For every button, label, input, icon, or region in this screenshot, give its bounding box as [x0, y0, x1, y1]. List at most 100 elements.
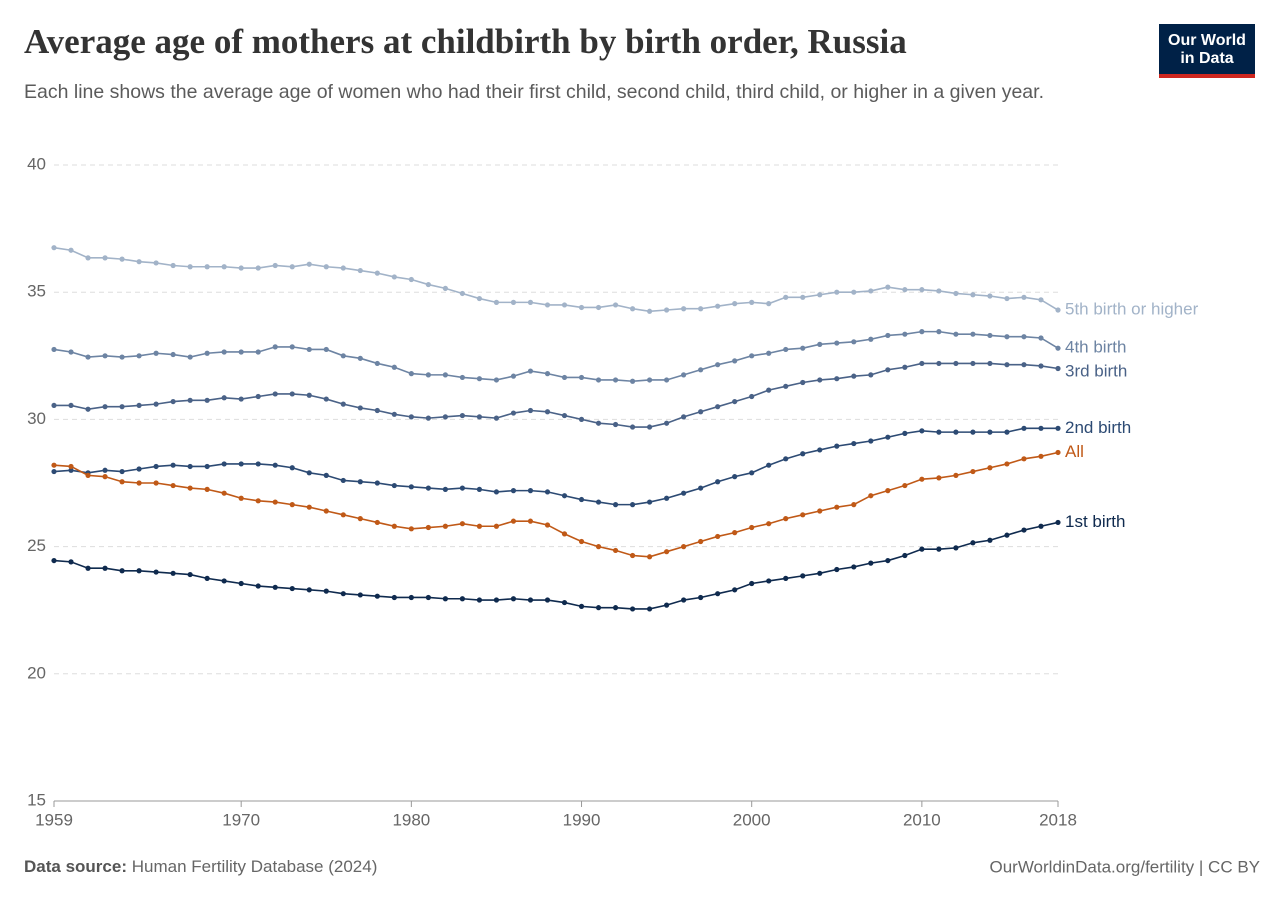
- legend-label: 5th birth or higher: [1065, 299, 1199, 318]
- data-point: [578, 304, 585, 311]
- y-tick-label: 25: [27, 536, 46, 555]
- source-label: Data source:: [24, 857, 127, 876]
- data-point: [255, 393, 261, 400]
- data-point: [221, 578, 227, 584]
- data-point: [664, 307, 670, 313]
- data-point: [204, 486, 210, 492]
- data-point: [510, 596, 517, 602]
- data-point: [102, 353, 108, 359]
- data-point: [357, 516, 363, 522]
- data-point: [204, 350, 210, 356]
- data-point: [374, 360, 380, 367]
- data-point: [664, 549, 670, 555]
- x-tick-label: 1959: [35, 810, 73, 829]
- data-point: [664, 377, 670, 383]
- data-point: [1038, 453, 1044, 459]
- data-point: [595, 420, 602, 426]
- data-point: [272, 462, 278, 468]
- data-point: [783, 383, 789, 389]
- x-tick-label: 1970: [222, 810, 260, 829]
- data-point: [868, 336, 874, 342]
- data-point: [578, 416, 585, 422]
- data-point: [698, 306, 704, 312]
- data-point: [1055, 365, 1061, 372]
- data-point: [970, 360, 976, 367]
- data-point: [681, 490, 687, 496]
- data-point: [851, 564, 857, 570]
- data-point: [221, 395, 227, 401]
- data-point: [221, 349, 227, 355]
- data-point: [153, 401, 159, 407]
- data-point: [970, 468, 976, 475]
- source: Data source: Human Fertility Database (2…: [24, 857, 377, 876]
- data-point: [85, 565, 91, 571]
- data-point: [834, 443, 840, 449]
- data-point: [255, 461, 261, 467]
- data-point: [527, 518, 534, 524]
- data-point: [834, 504, 840, 510]
- data-point: [885, 284, 891, 290]
- data-point: [715, 479, 721, 485]
- data-point: [187, 354, 193, 360]
- data-point: [936, 475, 942, 481]
- data-point: [493, 489, 500, 495]
- data-point: [136, 480, 142, 486]
- data-point: [749, 353, 755, 359]
- data-point: [1004, 295, 1010, 302]
- data-point: [238, 349, 244, 355]
- data-point: [868, 372, 874, 378]
- data-point: [902, 364, 908, 370]
- data-point: [51, 402, 57, 409]
- data-point: [323, 508, 329, 514]
- data-point: [953, 429, 959, 435]
- data-point: [357, 267, 363, 274]
- data-point: [255, 583, 261, 589]
- y-tick-label: 35: [27, 282, 46, 301]
- x-tick-label: 1980: [392, 810, 430, 829]
- data-point: [187, 264, 193, 270]
- data-point: [646, 308, 653, 314]
- data-point: [851, 502, 857, 508]
- data-point: [936, 288, 942, 294]
- data-point: [476, 486, 483, 492]
- data-point: [425, 485, 431, 491]
- data-point: [868, 493, 874, 499]
- data-point: [238, 495, 244, 501]
- data-point: [919, 476, 925, 482]
- data-point: [970, 292, 976, 298]
- data-point: [187, 485, 193, 491]
- data-point: [374, 270, 380, 276]
- data-point: [85, 406, 91, 412]
- data-point: [987, 465, 993, 471]
- data-point: [698, 485, 704, 491]
- data-point: [374, 480, 380, 486]
- data-point: [374, 519, 380, 526]
- data-point: [323, 346, 329, 353]
- data-point: [442, 285, 448, 291]
- data-point: [391, 411, 397, 417]
- data-point: [1021, 456, 1027, 462]
- chart-subtitle: Each line shows the average age of women…: [24, 81, 1044, 103]
- data-point: [732, 398, 738, 405]
- data-point: [749, 299, 755, 305]
- data-point: [766, 521, 772, 527]
- data-point: [187, 397, 193, 403]
- data-point: [1038, 297, 1044, 303]
- data-point: [51, 346, 57, 353]
- data-point: [408, 526, 414, 532]
- data-point: [425, 594, 431, 601]
- data-point: [800, 379, 806, 386]
- data-point: [783, 516, 789, 522]
- data-point: [1055, 449, 1061, 456]
- series-line: [53, 427, 1058, 506]
- data-point: [357, 592, 363, 598]
- logo-text: in Data: [1180, 50, 1233, 67]
- data-point: [221, 264, 227, 270]
- data-point: [1021, 527, 1027, 533]
- data-point: [51, 245, 57, 251]
- data-point: [1004, 334, 1010, 340]
- data-point: [766, 387, 772, 393]
- data-point: [800, 345, 806, 351]
- data-point: [766, 301, 772, 307]
